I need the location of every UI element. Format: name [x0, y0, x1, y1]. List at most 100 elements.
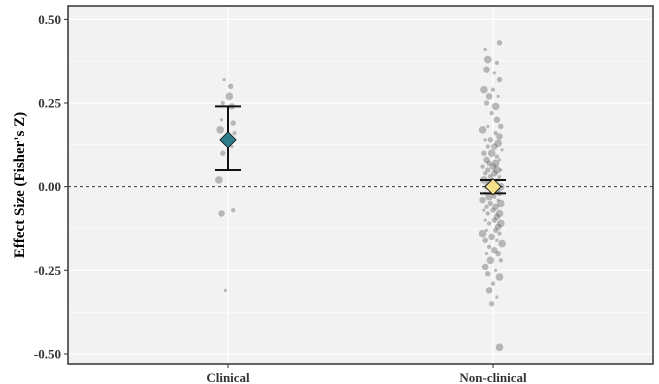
study-point	[484, 251, 489, 256]
study-point	[491, 102, 500, 111]
y-tick-label: 0.25	[38, 96, 61, 111]
study-point	[492, 203, 499, 210]
y-tick-label: 0.50	[38, 12, 61, 27]
study-point	[495, 295, 499, 299]
study-point	[480, 164, 485, 169]
study-point	[489, 110, 494, 116]
y-tick-label: -0.25	[34, 263, 62, 278]
study-point	[484, 228, 489, 232]
study-point	[483, 66, 490, 73]
study-point	[487, 173, 494, 180]
study-point	[486, 221, 492, 226]
study-point	[487, 200, 494, 207]
study-point	[494, 154, 500, 159]
study-point	[483, 47, 487, 52]
study-point	[488, 233, 495, 241]
study-point	[485, 144, 490, 149]
study-point	[500, 148, 504, 152]
study-point	[223, 288, 227, 292]
study-point	[480, 85, 488, 94]
summary-estimates	[215, 105, 506, 196]
study-point	[482, 208, 486, 212]
study-point	[492, 194, 497, 199]
study-point	[495, 250, 501, 257]
study-point	[485, 211, 490, 216]
study-point	[491, 170, 498, 177]
study-point	[219, 118, 224, 122]
study-point	[490, 207, 496, 213]
study-point	[486, 160, 492, 166]
study-point	[496, 40, 503, 46]
y-tick-label: -0.50	[34, 346, 61, 361]
x-tick-label: Clinical	[206, 370, 250, 384]
study-point	[498, 258, 503, 263]
study-point	[493, 130, 498, 136]
study-point	[483, 156, 490, 164]
study-point	[486, 256, 495, 265]
study-point	[491, 159, 500, 168]
x-axis: Clinical Non-clinical	[206, 364, 527, 384]
study-point	[496, 94, 500, 98]
study-point	[498, 123, 504, 130]
study-point	[479, 196, 486, 204]
y-axis: 0.50 0.25 0.00 -0.25 -0.50	[34, 12, 68, 361]
study-point	[486, 244, 492, 250]
study-point	[484, 55, 492, 64]
study-point	[227, 83, 234, 89]
study-point	[490, 281, 496, 286]
plot-background	[68, 6, 653, 364]
study-point	[482, 237, 488, 243]
study-point	[489, 301, 495, 307]
study-point	[478, 229, 487, 238]
study-point	[485, 270, 491, 277]
study-point	[485, 192, 493, 201]
study-point	[484, 204, 489, 209]
study-point	[487, 137, 494, 143]
study-point	[225, 92, 234, 101]
study-point	[494, 139, 503, 147]
study-point	[498, 239, 506, 248]
study-point	[478, 125, 487, 134]
study-point	[497, 158, 502, 162]
study-point	[232, 130, 237, 136]
study-point	[216, 125, 224, 134]
study-point	[495, 273, 504, 281]
study-point	[486, 124, 490, 129]
study-point	[496, 198, 500, 202]
study-point	[481, 150, 487, 156]
study-point	[483, 100, 490, 106]
study-point	[230, 144, 234, 149]
study-point	[493, 166, 501, 174]
study-point	[485, 93, 493, 100]
study-point	[495, 343, 504, 352]
study-point	[220, 150, 226, 156]
study-point	[497, 175, 502, 179]
study-point	[497, 219, 505, 228]
study-point	[494, 268, 498, 272]
study-point	[497, 231, 502, 236]
study-point	[499, 168, 503, 172]
plot-border	[67, 5, 654, 365]
study-point	[485, 167, 491, 173]
study-point	[220, 100, 225, 106]
study-point	[493, 213, 501, 221]
study-point	[494, 60, 500, 66]
study-point	[491, 143, 498, 150]
study-point	[492, 71, 496, 75]
study-point	[492, 227, 499, 233]
study-point	[485, 287, 493, 294]
x-tick-label: Non-clinical	[459, 370, 527, 384]
study-point	[491, 217, 497, 223]
y-axis-title: Effect Size (Fisher's Z)	[12, 112, 28, 258]
study-point	[487, 149, 496, 158]
y-tick-label: 0.00	[38, 179, 61, 194]
study-point	[493, 116, 501, 124]
study-point	[495, 209, 504, 218]
study-point	[231, 207, 236, 213]
study-point	[491, 246, 498, 254]
study-point	[496, 76, 503, 83]
study-point	[483, 171, 488, 176]
study-point	[218, 210, 225, 217]
summary-estimate-diamond	[484, 177, 502, 196]
